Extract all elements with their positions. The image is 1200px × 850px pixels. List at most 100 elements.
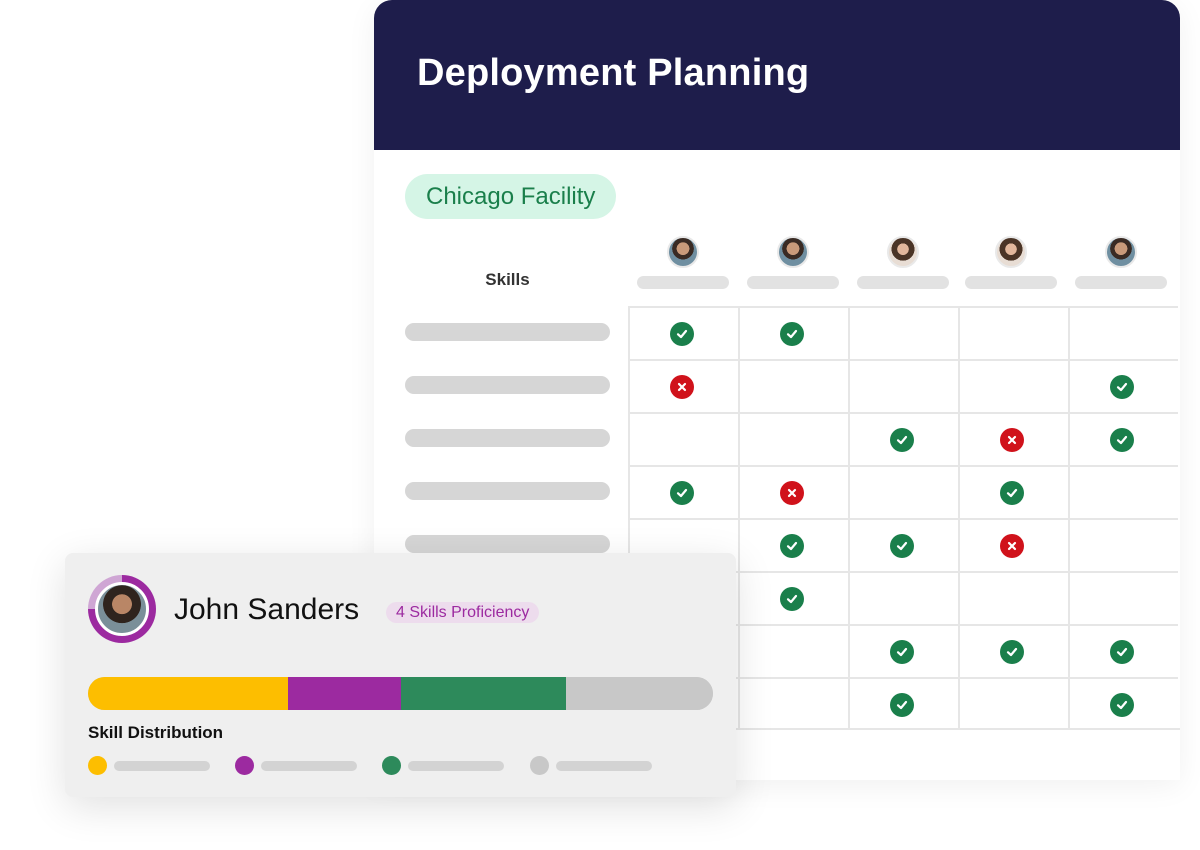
legend-label-placeholder xyxy=(114,761,210,771)
skills-proficiency-badge: 4 Skills Proficiency xyxy=(386,602,540,623)
matrix-cell[interactable] xyxy=(738,412,848,465)
matrix-cell[interactable] xyxy=(958,359,1068,412)
matrix-cell[interactable] xyxy=(958,465,1068,518)
distribution-segment xyxy=(566,677,713,710)
matrix-cell[interactable] xyxy=(628,465,738,518)
check-icon xyxy=(780,587,804,611)
employee-column-header[interactable] xyxy=(637,236,729,292)
check-icon xyxy=(1000,640,1024,664)
matrix-cell[interactable] xyxy=(1068,518,1178,571)
grid-bottom-border xyxy=(628,728,1180,730)
matrix-cell[interactable] xyxy=(738,465,848,518)
avatar xyxy=(995,236,1027,268)
employee-name-placeholder xyxy=(857,276,949,289)
matrix-cell[interactable] xyxy=(1068,571,1178,624)
matrix-cell[interactable] xyxy=(958,571,1068,624)
skill-name-placeholder xyxy=(405,535,610,553)
skill-name-placeholder xyxy=(405,429,610,447)
avatar-progress-ring xyxy=(88,575,156,643)
matrix-cell[interactable] xyxy=(958,518,1068,571)
legend-item xyxy=(235,755,365,775)
avatar xyxy=(667,236,699,268)
employee-column-header[interactable] xyxy=(857,236,949,292)
panel-header: Deployment Planning xyxy=(374,0,1180,150)
avatar xyxy=(887,236,919,268)
page-title: Deployment Planning xyxy=(417,52,810,94)
cross-icon xyxy=(670,375,694,399)
skill-distribution-label: Skill Distribution xyxy=(88,723,224,742)
matrix-cell[interactable] xyxy=(848,412,958,465)
matrix-cell[interactable] xyxy=(848,306,958,359)
cross-icon xyxy=(1000,534,1024,558)
check-icon xyxy=(1110,693,1134,717)
matrix-cell[interactable] xyxy=(848,677,958,730)
legend-label-placeholder xyxy=(556,761,652,771)
employee-column-header[interactable] xyxy=(747,236,839,292)
employee-name-placeholder xyxy=(1075,276,1167,289)
avatar xyxy=(1105,236,1137,268)
legend-item xyxy=(530,755,660,775)
check-icon xyxy=(670,322,694,346)
matrix-cell[interactable] xyxy=(738,571,848,624)
check-icon xyxy=(1110,375,1134,399)
avatar xyxy=(777,236,809,268)
matrix-cell[interactable] xyxy=(958,677,1068,730)
distribution-segment xyxy=(400,677,567,710)
employee-column-header[interactable] xyxy=(1075,236,1167,292)
matrix-cell[interactable] xyxy=(848,465,958,518)
matrix-cell[interactable] xyxy=(628,412,738,465)
distribution-segment xyxy=(88,677,288,710)
matrix-cell[interactable] xyxy=(958,412,1068,465)
legend-swatch xyxy=(88,756,107,775)
matrix-cell[interactable] xyxy=(738,306,848,359)
check-icon xyxy=(1000,481,1024,505)
employee-name-placeholder xyxy=(747,276,839,289)
matrix-cell[interactable] xyxy=(848,571,958,624)
matrix-cell[interactable] xyxy=(958,306,1068,359)
legend-label-placeholder xyxy=(408,761,504,771)
skill-distribution-bar xyxy=(88,677,713,710)
check-icon xyxy=(670,481,694,505)
skill-name-placeholder xyxy=(405,376,610,394)
matrix-cell[interactable] xyxy=(1068,412,1178,465)
matrix-cell[interactable] xyxy=(738,624,848,677)
check-icon xyxy=(1110,640,1134,664)
matrix-cell[interactable] xyxy=(738,518,848,571)
facility-chip[interactable]: Chicago Facility xyxy=(405,174,617,219)
check-icon xyxy=(780,534,804,558)
avatar xyxy=(95,582,149,636)
matrix-cell[interactable] xyxy=(1068,306,1178,359)
matrix-cell[interactable] xyxy=(628,306,738,359)
matrix-cell[interactable] xyxy=(1068,624,1178,677)
cross-icon xyxy=(1000,428,1024,452)
skill-name-placeholder xyxy=(405,482,610,500)
matrix-cell[interactable] xyxy=(848,624,958,677)
matrix-cell[interactable] xyxy=(628,518,738,571)
employee-name-placeholder xyxy=(637,276,729,289)
check-icon xyxy=(780,322,804,346)
legend-item xyxy=(88,755,218,775)
matrix-cell[interactable] xyxy=(738,359,848,412)
cross-icon xyxy=(780,481,804,505)
legend-swatch xyxy=(382,756,401,775)
skills-column-header: Skills xyxy=(485,270,530,289)
check-icon xyxy=(890,428,914,452)
matrix-cell[interactable] xyxy=(958,624,1068,677)
employee-column-header[interactable] xyxy=(965,236,1057,292)
check-icon xyxy=(890,640,914,664)
check-icon xyxy=(890,693,914,717)
matrix-cell[interactable] xyxy=(628,359,738,412)
matrix-cell[interactable] xyxy=(848,359,958,412)
matrix-cell[interactable] xyxy=(1068,359,1178,412)
legend-swatch xyxy=(530,756,549,775)
employee-card[interactable]: John Sanders 4 Skills Proficiency Skill … xyxy=(65,553,736,797)
employee-name-placeholder xyxy=(965,276,1057,289)
matrix-cell[interactable] xyxy=(1068,465,1178,518)
matrix-cell[interactable] xyxy=(738,677,848,730)
matrix-cell[interactable] xyxy=(1068,677,1178,730)
matrix-cell[interactable] xyxy=(848,518,958,571)
employee-name: John Sanders xyxy=(174,593,360,626)
legend-swatch xyxy=(235,756,254,775)
check-icon xyxy=(1110,428,1134,452)
distribution-segment xyxy=(288,677,401,710)
